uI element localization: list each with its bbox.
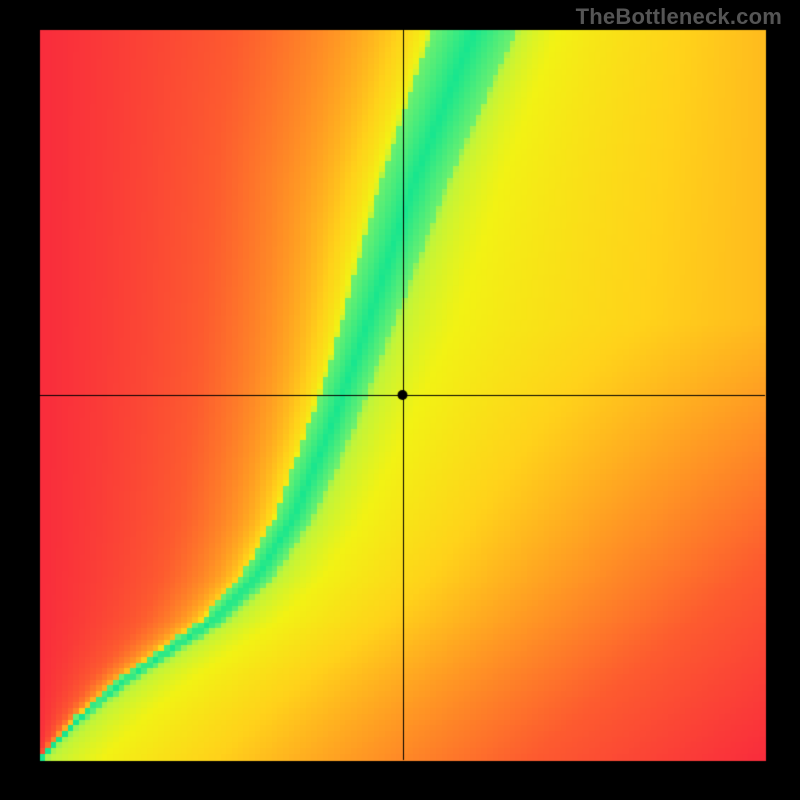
chart-container: { "watermark": { "text": "TheBottleneck.… xyxy=(0,0,800,800)
bottleneck-heatmap xyxy=(0,0,800,800)
